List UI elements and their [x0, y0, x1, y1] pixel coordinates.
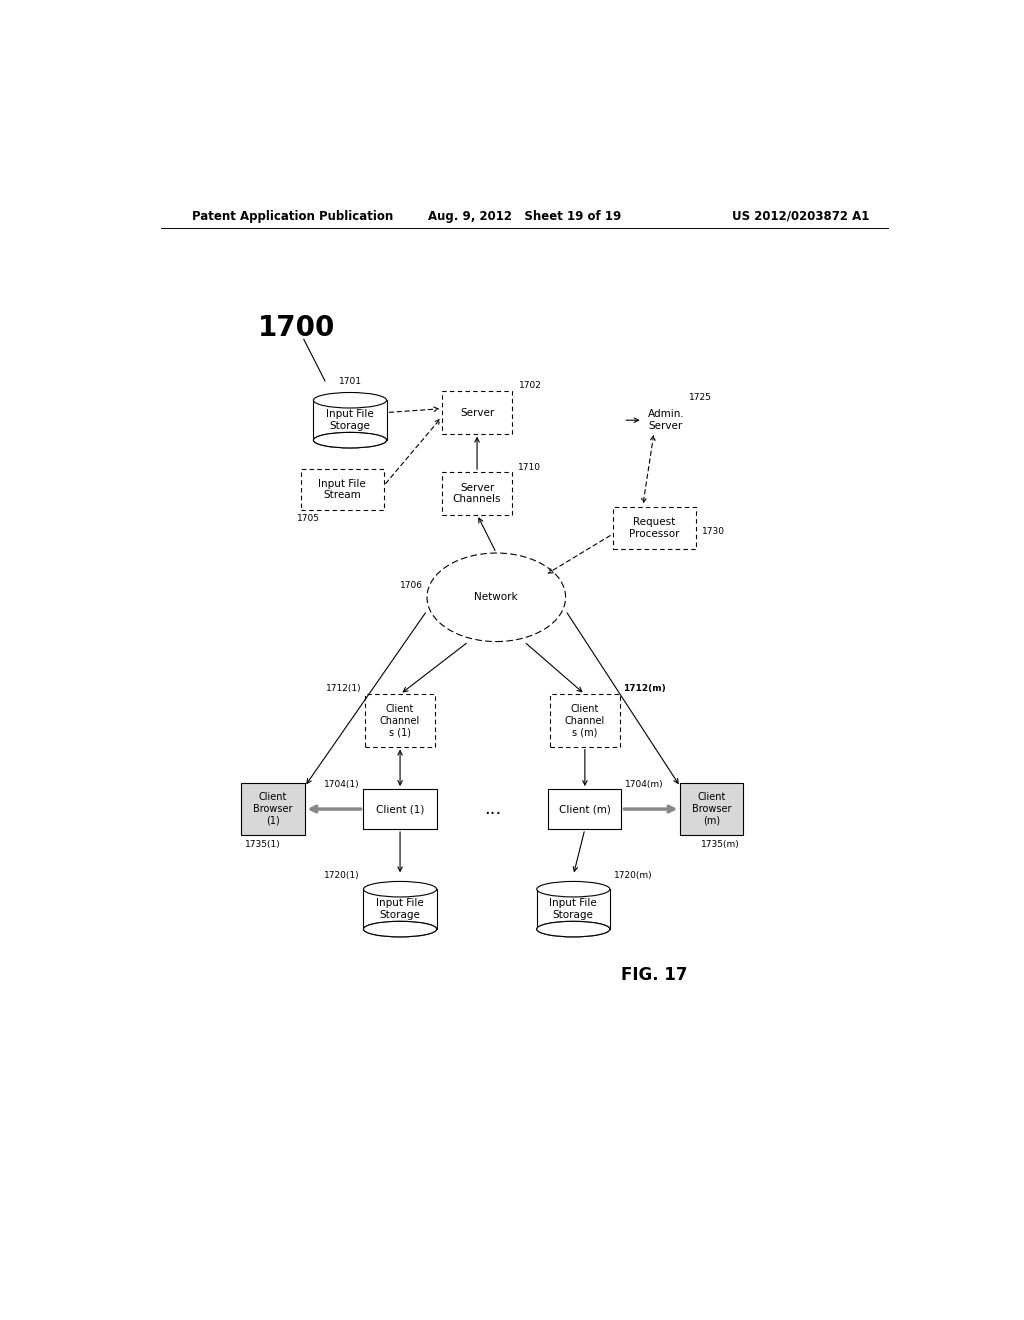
Ellipse shape	[313, 433, 387, 447]
Text: 1725: 1725	[689, 392, 712, 401]
Bar	[364, 789, 436, 829]
Text: Client
Channel
s (m): Client Channel s (m)	[564, 704, 605, 737]
Text: US 2012/0203872 A1: US 2012/0203872 A1	[732, 210, 869, 223]
Text: 1704(m): 1704(m)	[626, 780, 664, 789]
Text: Input File
Storage: Input File Storage	[326, 409, 374, 432]
Text: Input File
Stream: Input File Stream	[318, 479, 367, 500]
Bar	[301, 470, 384, 510]
Ellipse shape	[364, 921, 436, 937]
Ellipse shape	[427, 553, 565, 642]
Text: Input File
Storage: Input File Storage	[376, 899, 424, 920]
Text: Server
Channels: Server Channels	[453, 483, 502, 504]
Text: FIG. 17: FIG. 17	[621, 966, 687, 983]
Text: 1710: 1710	[518, 463, 541, 473]
Text: 1712(1): 1712(1)	[326, 684, 361, 693]
Text: Client
Browser
(1): Client Browser (1)	[253, 792, 293, 825]
Text: 1701: 1701	[339, 378, 361, 387]
Bar	[313, 400, 387, 440]
Text: Aug. 9, 2012   Sheet 19 of 19: Aug. 9, 2012 Sheet 19 of 19	[428, 210, 622, 223]
Bar	[364, 890, 436, 929]
Ellipse shape	[364, 921, 436, 937]
Text: 1720(m): 1720(m)	[613, 871, 652, 879]
Text: Client
Channel
s (1): Client Channel s (1)	[380, 704, 420, 737]
Bar	[537, 890, 610, 929]
Text: Input File
Storage: Input File Storage	[550, 899, 597, 920]
Text: 1700: 1700	[258, 314, 335, 342]
Ellipse shape	[537, 882, 610, 898]
Ellipse shape	[537, 921, 610, 937]
Text: 1730: 1730	[701, 528, 725, 536]
Bar	[550, 694, 620, 747]
Bar	[442, 473, 512, 515]
Bar	[366, 694, 435, 747]
Text: 1705: 1705	[297, 515, 319, 523]
Text: 1712(m): 1712(m)	[624, 684, 666, 693]
Text: Client (1): Client (1)	[376, 804, 424, 814]
Text: Client
Browser
(m): Client Browser (m)	[692, 792, 732, 825]
Text: 1702: 1702	[519, 380, 543, 389]
Text: ...: ...	[483, 800, 501, 818]
Text: Admin.
Server: Admin. Server	[648, 409, 685, 432]
Text: Network: Network	[474, 593, 518, 602]
Text: 1735(m): 1735(m)	[700, 840, 739, 849]
Bar	[242, 783, 304, 836]
Text: Client (m): Client (m)	[559, 804, 610, 814]
Ellipse shape	[537, 921, 610, 937]
Ellipse shape	[313, 392, 387, 408]
Text: Server: Server	[460, 408, 495, 417]
Text: Patent Application Publication: Patent Application Publication	[193, 210, 393, 223]
Bar	[442, 391, 512, 434]
Text: 1720(1): 1720(1)	[324, 871, 359, 879]
Text: Request
Processor: Request Processor	[629, 517, 679, 539]
Text: 1704(1): 1704(1)	[324, 780, 359, 789]
Bar	[548, 789, 622, 829]
Bar	[680, 783, 743, 836]
Text: 1706: 1706	[400, 581, 423, 590]
Ellipse shape	[313, 433, 387, 447]
Text: 1735(1): 1735(1)	[246, 840, 281, 849]
Bar	[612, 507, 695, 549]
Ellipse shape	[364, 882, 436, 898]
